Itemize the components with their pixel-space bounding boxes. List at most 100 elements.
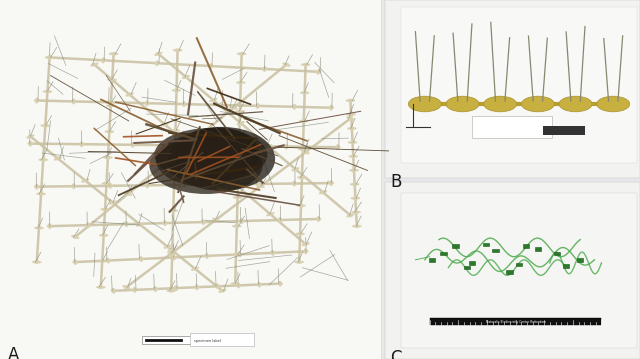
Polygon shape	[292, 168, 300, 171]
Polygon shape	[124, 192, 132, 195]
Polygon shape	[131, 142, 135, 147]
Polygon shape	[126, 93, 133, 96]
Polygon shape	[351, 197, 360, 200]
Polygon shape	[209, 99, 217, 101]
Polygon shape	[232, 183, 239, 186]
Polygon shape	[167, 290, 175, 292]
Polygon shape	[219, 103, 223, 107]
Polygon shape	[79, 142, 84, 147]
Polygon shape	[35, 227, 44, 229]
Polygon shape	[182, 75, 189, 78]
Polygon shape	[233, 144, 237, 149]
Polygon shape	[163, 220, 167, 225]
Bar	[452, 244, 459, 248]
Polygon shape	[99, 234, 108, 237]
Bar	[440, 252, 447, 255]
Polygon shape	[104, 156, 113, 159]
Polygon shape	[264, 145, 272, 148]
Polygon shape	[319, 191, 326, 194]
Text: B: B	[390, 173, 402, 191]
Polygon shape	[283, 63, 290, 66]
FancyBboxPatch shape	[472, 117, 552, 138]
Polygon shape	[33, 261, 41, 263]
Polygon shape	[236, 283, 241, 288]
Polygon shape	[72, 236, 79, 238]
Polygon shape	[353, 225, 361, 227]
Polygon shape	[316, 69, 321, 74]
Polygon shape	[300, 92, 309, 94]
Polygon shape	[123, 286, 130, 289]
Polygon shape	[347, 117, 354, 120]
Polygon shape	[174, 286, 178, 290]
Polygon shape	[349, 169, 358, 172]
Polygon shape	[232, 254, 241, 256]
Polygon shape	[161, 123, 168, 126]
Polygon shape	[298, 148, 307, 150]
Polygon shape	[72, 99, 76, 104]
Polygon shape	[177, 149, 184, 152]
Polygon shape	[182, 102, 186, 107]
Polygon shape	[164, 245, 172, 248]
Polygon shape	[329, 181, 333, 186]
Bar	[385, 0, 640, 178]
Polygon shape	[155, 52, 162, 55]
Polygon shape	[236, 110, 244, 112]
Polygon shape	[255, 103, 260, 108]
Text: Naturalis Biodiversity Center Rotterdam: Naturalis Biodiversity Center Rotterdam	[486, 320, 545, 324]
Bar	[516, 263, 522, 266]
Ellipse shape	[596, 96, 630, 112]
Polygon shape	[132, 288, 136, 292]
Polygon shape	[201, 220, 205, 225]
Polygon shape	[173, 49, 182, 51]
Polygon shape	[196, 153, 204, 156]
Polygon shape	[172, 89, 181, 92]
Polygon shape	[43, 90, 52, 93]
Text: C: C	[390, 349, 402, 359]
Polygon shape	[219, 182, 223, 187]
Polygon shape	[237, 53, 246, 55]
Polygon shape	[351, 211, 360, 214]
Polygon shape	[232, 225, 241, 227]
Polygon shape	[292, 104, 296, 109]
Polygon shape	[271, 250, 275, 255]
Polygon shape	[169, 209, 178, 212]
Bar	[0, 0, 381, 359]
Bar	[0, 0, 381, 359]
Bar	[506, 270, 513, 274]
Bar	[554, 252, 560, 255]
Polygon shape	[278, 281, 282, 286]
Polygon shape	[298, 176, 307, 179]
Polygon shape	[239, 219, 244, 224]
Polygon shape	[45, 56, 54, 59]
Polygon shape	[39, 159, 47, 161]
Polygon shape	[36, 193, 45, 195]
Polygon shape	[182, 182, 186, 187]
Polygon shape	[195, 285, 199, 290]
FancyBboxPatch shape	[191, 333, 254, 346]
Bar	[429, 318, 602, 325]
Polygon shape	[257, 282, 261, 287]
Ellipse shape	[522, 96, 554, 112]
Polygon shape	[35, 184, 39, 189]
Polygon shape	[109, 53, 118, 55]
Bar	[468, 261, 475, 265]
Polygon shape	[86, 223, 90, 228]
Polygon shape	[255, 182, 260, 186]
Polygon shape	[233, 196, 242, 199]
Polygon shape	[27, 135, 34, 138]
Ellipse shape	[176, 127, 260, 180]
Polygon shape	[98, 260, 107, 262]
Polygon shape	[235, 139, 244, 141]
Polygon shape	[267, 213, 274, 216]
Bar	[534, 247, 541, 251]
Polygon shape	[168, 252, 175, 255]
Polygon shape	[301, 64, 310, 66]
Polygon shape	[348, 141, 357, 144]
Polygon shape	[72, 184, 76, 189]
Polygon shape	[212, 218, 220, 221]
Bar	[483, 243, 489, 246]
Polygon shape	[108, 100, 113, 105]
Polygon shape	[300, 120, 308, 122]
Ellipse shape	[149, 137, 262, 194]
Polygon shape	[350, 183, 359, 186]
